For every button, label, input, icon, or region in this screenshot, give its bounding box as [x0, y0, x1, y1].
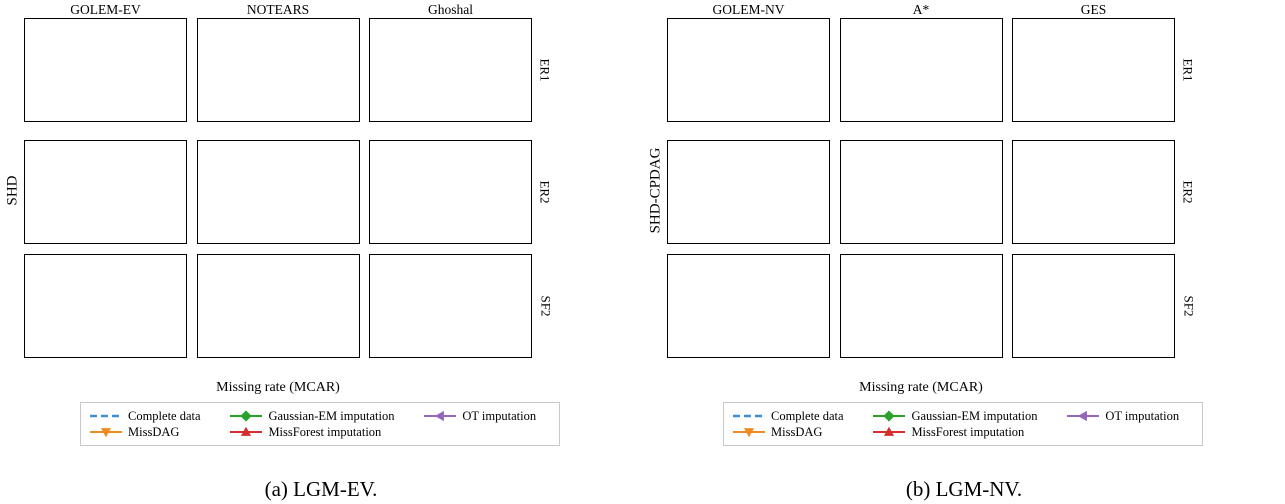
- subplot-golem-ev-er1: 01020: [24, 18, 187, 122]
- column-title-golem-ev: GOLEM-EV: [70, 2, 141, 17]
- plot-frame: [369, 140, 532, 244]
- triangle-down-icon: [733, 428, 765, 438]
- triangle-up-icon: [230, 426, 263, 436]
- y-axis-label-a: SHD: [4, 174, 21, 206]
- subplot-ges-er1: [1012, 18, 1175, 122]
- legend-label: MissDAG: [771, 425, 823, 439]
- x-axis-label-b: Missing rate (MCAR): [859, 380, 983, 395]
- legend-item-ot-imputation[interactable]: OT imputation: [423, 409, 549, 423]
- subplot-ghoshal-er2: [369, 140, 532, 244]
- panel-lgm-ev: SHD GOLEM-EV NOTEARS Ghoshal ER1 ER2 SF2 01020…: [0, 0, 642, 504]
- plot-frame: [1012, 140, 1175, 244]
- legend-label: OT imputation: [1105, 409, 1180, 423]
- diamond-icon: [873, 410, 906, 422]
- subplot-ghoshal-er1: [369, 18, 532, 122]
- plot-frame: [839, 254, 1003, 358]
- plot-frame: [839, 18, 1003, 122]
- legend-label: Complete data: [771, 409, 844, 423]
- plot-frame: [1012, 18, 1175, 122]
- plot-frame: [24, 254, 187, 358]
- subplot-golem-nv-er1: 0102030: [667, 18, 830, 122]
- subplot-a--sf2: 0.10.20.30.40.5: [839, 254, 1003, 358]
- subplot-ges-sf2: 0.10.20.30.40.5: [1012, 254, 1175, 358]
- triangle-up-icon: [873, 426, 906, 436]
- subplot-notears-er2: [196, 140, 360, 244]
- row-label-er2: ER2: [538, 180, 553, 204]
- subplot-golem-nv-er2: 02040: [667, 140, 830, 244]
- plot-frame: [1012, 254, 1175, 358]
- plot-frame: [369, 18, 532, 122]
- column-title-notears: NOTEARS: [246, 2, 310, 17]
- legend-a: Complete data Gaussian-EM imputation OT im…: [80, 402, 560, 446]
- plot-frame: [24, 140, 187, 244]
- legend-item-ot-imputation[interactable]: OT imputation: [1066, 409, 1192, 423]
- legend-label: Gaussian-EM imputation: [911, 409, 1038, 423]
- caption-b: (b) LGM-NV.: [905, 477, 1023, 501]
- legend-label: OT imputation: [462, 409, 537, 423]
- legend-item-missforest-imputation[interactable]: MissForest imputation: [872, 425, 1050, 439]
- column-title-ghoshal: Ghoshal: [428, 2, 473, 17]
- plot-frame: [839, 140, 1003, 244]
- triangle-left-icon: [1067, 410, 1100, 422]
- legend-item-gaussian-em-imputation[interactable]: Gaussian-EM imputation: [872, 409, 1050, 423]
- column-title-golem-nv: GOLEM-NV: [712, 2, 785, 17]
- legend-label: Gaussian-EM imputation: [268, 409, 395, 423]
- legend-label: Complete data: [128, 409, 201, 423]
- subplot-a--er1: [839, 18, 1003, 122]
- row-label-er1: ER1: [1181, 58, 1196, 82]
- row-label-sf2: SF2: [538, 295, 553, 317]
- caption-a: (a) LGM-EV.: [264, 477, 378, 501]
- legend-spacer: [423, 425, 549, 439]
- subplot-ges-er2: [1012, 140, 1175, 244]
- row-label-sf2: SF2: [1181, 295, 1196, 317]
- legend-item-gaussian-em-imputation[interactable]: Gaussian-EM imputation: [229, 409, 407, 423]
- subplot-a--er2: [839, 140, 1003, 244]
- legend-item-complete-data[interactable]: Complete data: [732, 409, 856, 423]
- plot-frame: [667, 18, 830, 122]
- subplot-golem-ev-er2: 02040: [24, 140, 187, 244]
- legend-b: Complete data Gaussian-EM imputation OT im…: [723, 402, 1203, 446]
- triangle-down-icon: [90, 428, 122, 438]
- row-label-er2: ER2: [1181, 180, 1196, 204]
- plot-frame: [196, 254, 360, 358]
- column-title-a-: A*: [912, 2, 930, 17]
- legend-item-missforest-imputation[interactable]: MissForest imputation: [229, 425, 407, 439]
- plot-frame: [196, 140, 360, 244]
- plot-frame: [667, 254, 830, 358]
- legend-spacer: [1066, 425, 1192, 439]
- legend-label: MissDAG: [128, 425, 180, 439]
- dashed-line-icon: [733, 414, 765, 418]
- legend-item-missdag[interactable]: MissDAG: [732, 425, 856, 439]
- legend-item-complete-data[interactable]: Complete data: [89, 409, 213, 423]
- legend-label: MissForest imputation: [911, 425, 1025, 439]
- subplot-golem-ev-sf2: 01020300.10.20.30.40.5: [24, 254, 187, 358]
- row-label-er1: ER1: [538, 58, 553, 82]
- x-axis-label-a: Missing rate (MCAR): [216, 380, 340, 395]
- diamond-icon: [230, 410, 263, 422]
- dashed-line-icon: [90, 414, 122, 418]
- legend-item-missdag[interactable]: MissDAG: [89, 425, 213, 439]
- subplot-ghoshal-sf2: 0.10.20.30.40.5: [369, 254, 532, 358]
- subplot-grid-b: GOLEM-NV A* GES ER1 ER2 SF2 0102030 02040020400…: [667, 0, 1285, 504]
- column-title-ges: GES: [1080, 2, 1107, 17]
- subplot-notears-sf2: 0.10.20.30.40.5: [196, 254, 360, 358]
- subplot-grid-a: GOLEM-EV NOTEARS Ghoshal ER1 ER2 SF2 01020 0204…: [24, 0, 642, 504]
- subplot-notears-er1: [196, 18, 360, 122]
- plot-frame: [196, 18, 360, 122]
- plot-frame: [667, 140, 830, 244]
- subplot-golem-nv-sf2: 020400.10.20.30.40.5: [667, 254, 830, 358]
- triangle-left-icon: [424, 410, 457, 422]
- legend-label: MissForest imputation: [268, 425, 382, 439]
- y-axis-label-b: SHD-CPDAG: [647, 147, 664, 233]
- panel-lgm-nv: SHD-CPDAG GOLEM-NV A* GES ER1 ER2 SF2 0102030 0…: [643, 0, 1285, 504]
- plot-frame: [24, 18, 187, 122]
- plot-frame: [369, 254, 532, 358]
